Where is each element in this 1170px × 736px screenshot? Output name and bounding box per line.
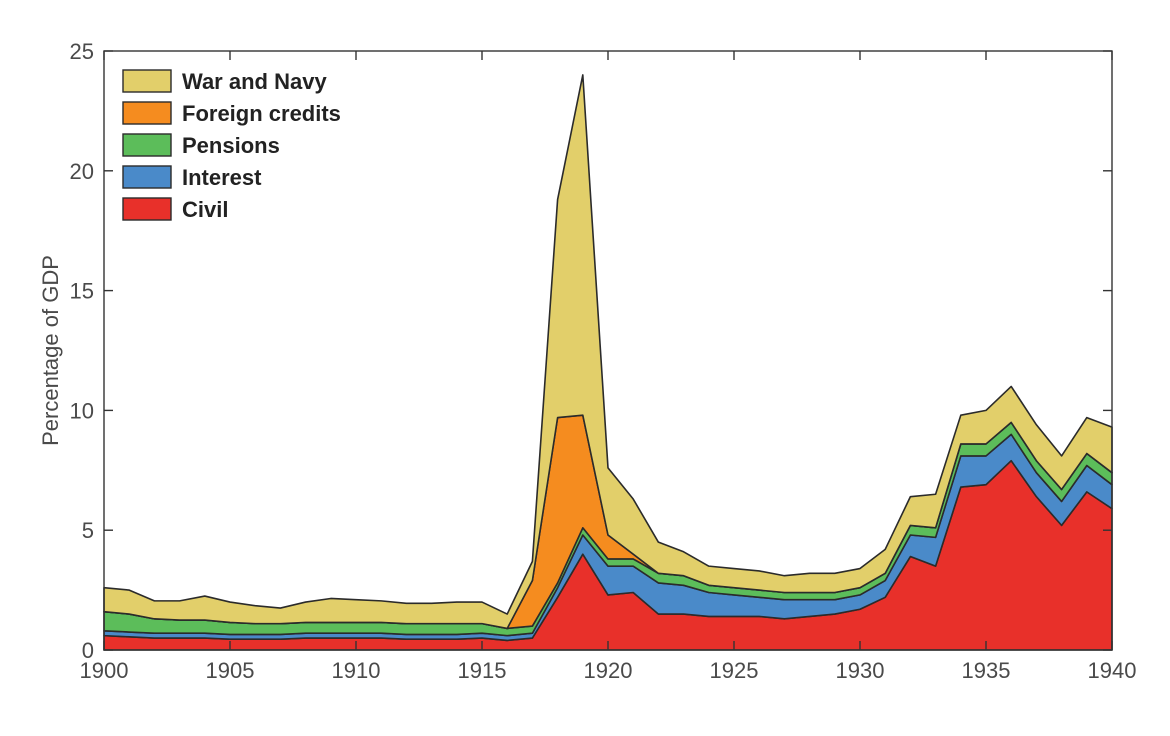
x-tick-label: 1910 xyxy=(332,658,381,683)
legend-swatch xyxy=(122,197,172,221)
x-tick-label: 1920 xyxy=(584,658,633,683)
x-tick-label: 1905 xyxy=(206,658,255,683)
area-layers xyxy=(103,74,1113,651)
legend-label: Pensions xyxy=(182,133,280,158)
legend-label: Foreign credits xyxy=(182,101,341,126)
legend-item-civil: Civil xyxy=(122,197,228,222)
y-tick-label: 0 xyxy=(82,638,94,663)
legend-swatch xyxy=(122,133,172,157)
legend-item-interest: Interest xyxy=(122,165,262,190)
legend-label: Civil xyxy=(182,197,228,222)
x-tick-label: 1915 xyxy=(458,658,507,683)
x-tick-label: 1925 xyxy=(710,658,759,683)
legend-item-foreign-credits: Foreign credits xyxy=(122,101,341,126)
legend-swatch xyxy=(122,101,172,125)
y-tick-label: 25 xyxy=(70,39,94,64)
x-tick-label: 1935 xyxy=(962,658,1011,683)
y-tick-label: 5 xyxy=(82,518,94,543)
legend: War and Navy Foreign credits Pensions Inter… xyxy=(122,69,341,222)
x-tick-label: 1930 xyxy=(836,658,885,683)
y-tick-label: 20 xyxy=(70,159,94,184)
y-tick-label: 10 xyxy=(70,398,94,423)
x-tick-label: 1940 xyxy=(1088,658,1137,683)
legend-swatch xyxy=(122,165,172,189)
axes: 1900 1905 1910 1915 1920 1925 1930 1935 1940 0 5 10… xyxy=(70,39,1137,683)
y-tick-label: 15 xyxy=(70,279,94,304)
legend-item-war-and-navy: War and Navy xyxy=(122,69,327,94)
y-axis-label: Percentage of GDP xyxy=(38,255,63,446)
legend-swatch xyxy=(122,69,172,93)
legend-label: War and Navy xyxy=(182,69,327,94)
legend-item-pensions: Pensions xyxy=(122,133,280,158)
x-tick-label: 1900 xyxy=(80,658,129,683)
legend-label: Interest xyxy=(182,165,262,190)
